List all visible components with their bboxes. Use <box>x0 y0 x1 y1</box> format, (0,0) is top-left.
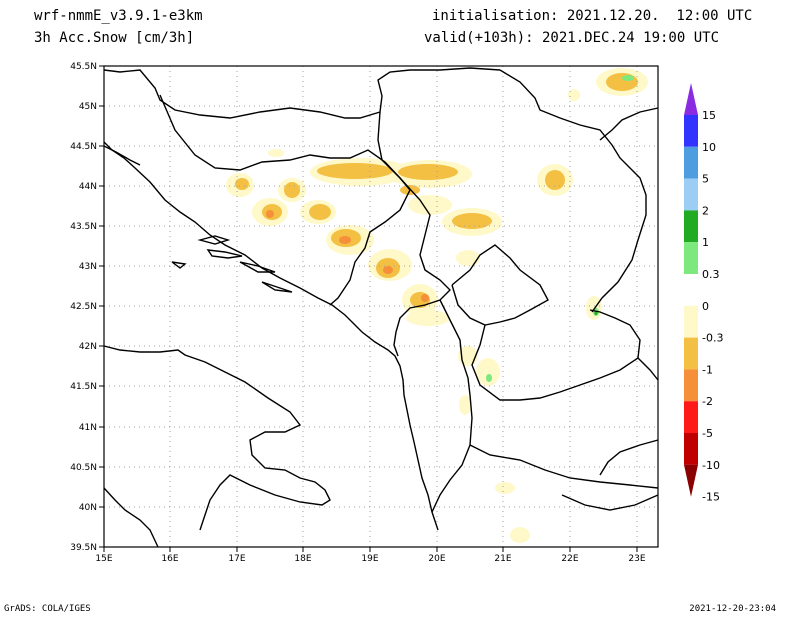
lat-label: 39.5N <box>70 543 97 553</box>
lon-label: 17E <box>228 554 245 564</box>
timestamp: 2021-12-20-23:04 <box>689 604 776 614</box>
lat-label: 41N <box>79 423 97 433</box>
lon-label: 20E <box>428 554 445 564</box>
snow-fields <box>226 68 648 543</box>
colorbar-label: -1 <box>702 363 713 376</box>
lat-label: 44N <box>79 182 97 192</box>
grid-lines <box>104 66 658 547</box>
lon-label: 16E <box>161 554 178 564</box>
colorbar-segment <box>684 242 698 274</box>
colorbar-label: -0.3 <box>702 332 723 345</box>
credit: GrADS: COLA/IGES <box>4 604 91 614</box>
colorbar-label: 5 <box>702 173 709 186</box>
lat-label: 44.5N <box>70 142 97 152</box>
colorbar-label: -5 <box>702 427 713 440</box>
colorbar-segment <box>684 274 698 306</box>
lat-labels: 45.5N 45N 44.5N 44N 43.5N 43N 42.5N 42N … <box>70 62 97 553</box>
init-time: initialisation: 2021.12.20. 12:00 UTC <box>432 8 753 24</box>
colorbar-label: -10 <box>702 459 720 472</box>
lon-label: 21E <box>494 554 511 564</box>
colorbar-segment <box>684 210 698 243</box>
model-title: wrf-nmmE_v3.9.1-e3km <box>34 8 203 24</box>
colorbar-segment <box>684 305 698 338</box>
colorbar-label: 1 <box>702 236 709 249</box>
lon-label: 18E <box>294 554 311 564</box>
colorbar-segment <box>684 146 698 179</box>
lat-label: 40N <box>79 503 97 513</box>
colorbar-label: -2 <box>702 395 713 408</box>
lat-label: 45N <box>79 102 97 112</box>
lat-label: 41.5N <box>70 382 97 392</box>
colorbar-label: 15 <box>702 109 716 122</box>
map-area <box>104 66 658 547</box>
lat-label: 40.5N <box>70 463 97 473</box>
lon-label: 15E <box>95 554 112 564</box>
colorbar-label: -15 <box>702 491 720 504</box>
lat-label: 45.5N <box>70 62 97 72</box>
coastlines-borders <box>103 67 659 548</box>
colorbar-segment <box>684 337 698 370</box>
valid-time: valid(+103h): 2021.DEC.24 19:00 UTC <box>424 30 720 46</box>
lat-label: 42.5N <box>70 302 97 312</box>
colorbar-segment <box>684 433 698 465</box>
lat-label: 42N <box>79 342 97 352</box>
colorbar: 15 10 5 2 1 0.3 0 -0.3 -1 -2 -5 -10 -15 <box>684 83 723 504</box>
colorbar-segment <box>684 115 698 147</box>
colorbar-label: 2 <box>702 204 709 217</box>
colorbar-segment <box>684 401 698 433</box>
lon-label: 23E <box>628 554 645 564</box>
colorbar-segment <box>684 178 698 211</box>
colorbar-label: 10 <box>702 141 716 154</box>
lat-label: 43.5N <box>70 222 97 232</box>
field-title: 3h Acc.Snow [cm/3h] <box>34 30 195 46</box>
lon-labels: 15E 16E 17E 18E 19E 20E 21E 22E 23E <box>95 554 645 564</box>
colorbar-segment <box>684 369 698 402</box>
colorbar-bottom-arrow <box>684 464 698 497</box>
colorbar-top-arrow <box>684 83 698 115</box>
lon-label: 19E <box>361 554 378 564</box>
lat-label: 43N <box>79 262 97 272</box>
colorbar-label: 0.3 <box>702 268 720 281</box>
lon-label: 22E <box>561 554 578 564</box>
colorbar-label: 0 <box>702 300 709 313</box>
